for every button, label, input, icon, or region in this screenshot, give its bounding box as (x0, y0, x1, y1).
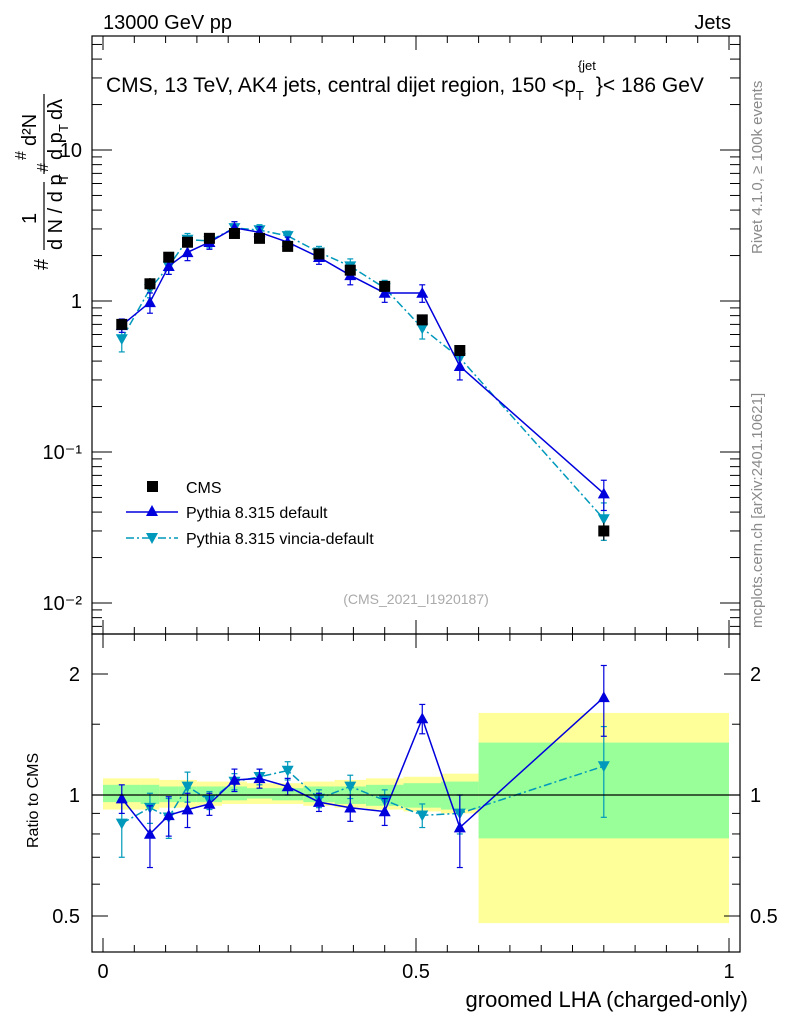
vincia-ratio-point (597, 761, 610, 773)
svg-text:T: T (56, 174, 71, 182)
cms-main-point (598, 525, 610, 537)
band-green (221, 786, 247, 801)
svg-text:#: # (13, 151, 30, 160)
cms-main-point (282, 240, 294, 252)
legend-label-vincia: Pythia 8.315 vincia-default (186, 531, 374, 548)
rivet-version-label: Rivet 4.1.0, ≥ 100k events (749, 81, 766, 254)
cms-main-point (144, 278, 156, 290)
legend: CMS Pythia 8.315 default Pythia 8.315 vi… (126, 480, 374, 548)
legend-default-marker (146, 505, 158, 516)
default-main-point (597, 487, 610, 499)
cms-main-point (116, 318, 128, 330)
svg-text:#: # (35, 163, 52, 172)
default-ratio-point (344, 801, 357, 813)
ratio-uncertainty-bands (103, 712, 729, 924)
y-tick-label: 10⁻¹ (43, 442, 83, 464)
cms-main-point (313, 248, 325, 260)
cms-main-point (228, 227, 240, 239)
mcplots-reference-label: mcplots.cern.ch [arXiv:2401.10621] (749, 393, 766, 628)
default-ratio-point (253, 772, 266, 784)
ratio-y-tick-label: 2 (69, 664, 80, 686)
y-axis-label: # 1 d N / d p T # d²N d p T dλ # (13, 94, 71, 270)
ratio-y-tick-label: 0.5 (52, 906, 80, 928)
default-ratio-point (162, 809, 175, 821)
default-main-point (143, 296, 156, 308)
cms-main-point (254, 232, 265, 244)
ratio-plot-frame (91, 633, 741, 953)
svg-text:d N / d p: d N / d p (45, 174, 67, 250)
series-layer (115, 221, 610, 869)
default-main-point (416, 286, 429, 298)
band-green (159, 786, 179, 803)
axis-ticks: 10⁻² 10⁻¹ 1 10 0 0.5 1 0.5 0.5 1 1 2 2 (43, 36, 778, 983)
ratio-y-tick-label-right: 0.5 (750, 906, 778, 928)
ratio-y-tick-label-right: 1 (750, 785, 761, 807)
legend-cms-marker (147, 481, 158, 492)
x-tick-label: 0.5 (402, 961, 430, 983)
analysis-tag: (CMS_2021_I1920187) (343, 591, 489, 607)
collision-energy-label: 13000 GeV pp (103, 12, 232, 34)
default-ratio-point (281, 780, 294, 792)
legend-label-cms: CMS (186, 480, 222, 497)
default-main-point (453, 360, 466, 372)
ratio-y-tick-label-right: 2 (750, 664, 761, 686)
cms-main-point (416, 314, 428, 326)
svg-text:d p: d p (45, 132, 67, 160)
vincia-ratio-point (115, 818, 128, 830)
default-main-point (181, 246, 194, 258)
ratio-y-tick-label: 1 (69, 785, 80, 807)
y-tick-label: 10⁻² (43, 593, 83, 615)
default-ratio-point (312, 796, 325, 807)
default-ratio-line (121, 696, 605, 836)
vincia-main-line (121, 227, 605, 520)
vincia-main-point (597, 514, 610, 525)
y-tick-label: 1 (71, 291, 82, 313)
x-tick-label: 0 (97, 961, 108, 983)
default-ratio-point (597, 691, 610, 703)
cms-main-point (379, 280, 391, 292)
default-ratio-point (181, 803, 194, 815)
x-tick-label: 1 (723, 961, 734, 983)
cms-main-point (163, 251, 175, 263)
svg-text:d²N: d²N (19, 114, 41, 146)
band-green (246, 788, 273, 799)
svg-text:1: 1 (19, 213, 41, 224)
vincia-ratio-line (121, 765, 605, 825)
default-ratio-point (203, 797, 216, 809)
svg-text:#: # (31, 258, 53, 270)
legend-label-default: Pythia 8.315 default (186, 505, 328, 522)
default-ratio-point (228, 773, 241, 785)
default-main-line (121, 227, 605, 495)
ratio-y-axis-label: Ratio to CMS (25, 753, 42, 848)
vincia-main-point (115, 334, 128, 346)
default-main-point (162, 260, 175, 272)
cms-main-point (344, 264, 356, 276)
vincia-ratio-point (281, 765, 294, 777)
default-ratio-point (453, 821, 466, 833)
vincia-ratio-point (416, 810, 429, 822)
process-label: Jets (694, 12, 731, 34)
x-axis-label: groomed LHA (charged-only) (466, 987, 748, 1012)
cms-main-point (182, 236, 194, 248)
vincia-ratio-point (344, 781, 357, 793)
default-ratio-point (115, 792, 128, 804)
default-ratio-point (416, 712, 429, 724)
default-ratio-point (143, 827, 156, 839)
cms-main-point (454, 345, 466, 357)
vincia-main-point (416, 323, 429, 335)
legend-vincia-marker (146, 533, 158, 544)
y-tick-label: 10 (60, 140, 82, 162)
default-ratio-point (378, 805, 391, 817)
svg-text:dλ: dλ (45, 99, 67, 120)
cms-main-point (203, 232, 215, 244)
svg-text:T: T (56, 124, 71, 132)
vincia-ratio-point (181, 781, 194, 793)
plot-title: CMS, 13 TeV, AK4 jets, central dijet reg… (106, 58, 704, 103)
default-main-point (378, 286, 391, 298)
